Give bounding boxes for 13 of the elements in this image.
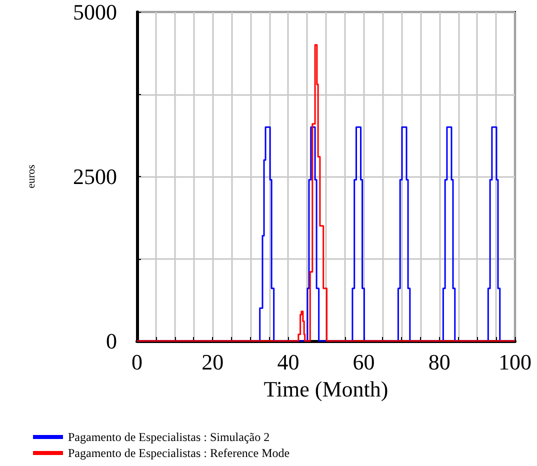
x-tick-label: 80 [428,350,450,374]
legend-label: Pagamento de Especialistas : Simulação 2 [68,430,270,444]
y-axis-title: euros [26,164,38,188]
y-tick-label: 0 [106,328,117,354]
x-tick-label: 60 [352,350,375,374]
x-axis-title: Time (Month) [264,376,388,402]
y-tick-label: 2500 [73,164,117,189]
x-tick-label: 0 [132,350,142,374]
x-tick-label: 100 [498,350,532,374]
x-tick-label: 40 [277,350,300,374]
x-tick-label: 20 [202,350,224,374]
y-tick-label: 5000 [73,0,117,24]
legend-label: Pagamento de Especialistas : Reference Mode [68,446,290,460]
